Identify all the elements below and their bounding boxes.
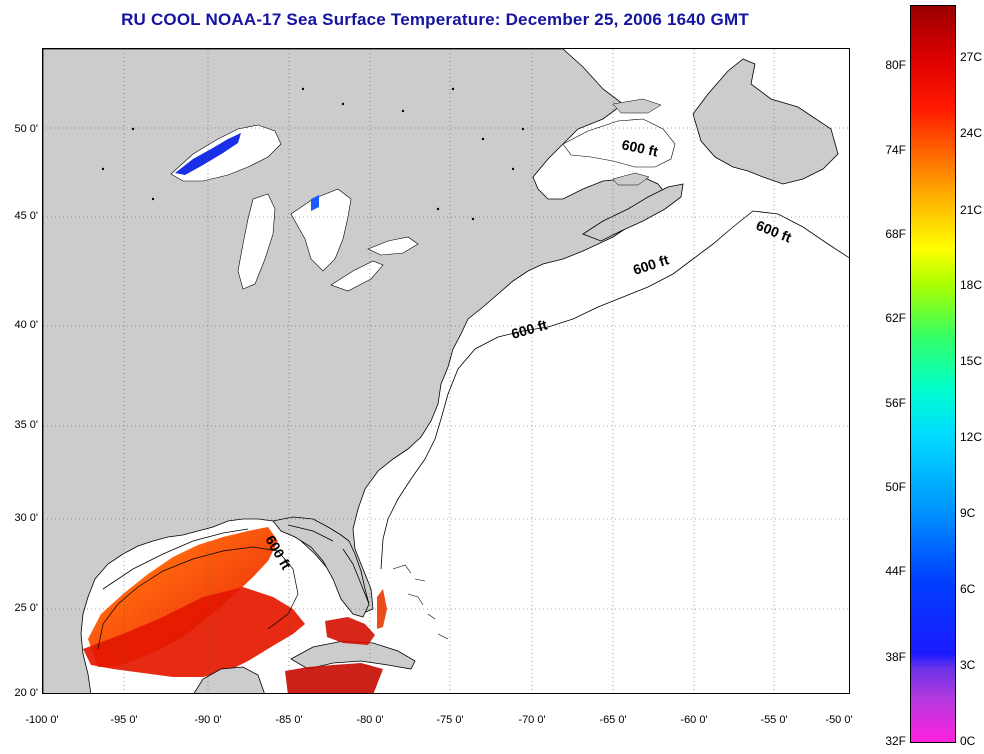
colorbar-c-12: 12C <box>960 430 983 444</box>
land-cuba <box>290 640 416 670</box>
small-lakes <box>101 87 525 221</box>
lon-label-60: -60 0' <box>680 714 708 726</box>
colorbar-f-74: 74F <box>885 143 906 157</box>
lon-label-75: -75 0' <box>436 714 464 726</box>
lat-label-35: 35 0' <box>14 419 38 431</box>
lake-huron <box>290 188 352 272</box>
map-title: RU COOL NOAA-17 Sea Surface Temperature:… <box>121 10 749 29</box>
colorbar-c-15: 15C <box>960 354 983 368</box>
prince-edward-island <box>612 172 650 186</box>
shelf-contour-600ft <box>102 210 849 605</box>
colorbar-c-3: 3C <box>960 658 976 672</box>
graticule <box>43 49 849 693</box>
contour-label-4: 600 ft <box>509 316 549 342</box>
map-canvas: 600 ft 600 ft 600 ft 600 ft 600 ft <box>43 49 849 693</box>
lon-label-95: -95 0' <box>110 714 138 726</box>
colorbar-f-32: 32F <box>885 734 906 748</box>
land-nova-scotia <box>582 183 684 242</box>
colorbar-f-56: 56F <box>885 396 906 410</box>
lat-label-30: 30 0' <box>14 512 38 524</box>
lat-label-25: 25 0' <box>14 602 38 614</box>
lon-label-90: -90 0' <box>194 714 222 726</box>
anticosti-island <box>612 98 662 114</box>
colorbar-c-21: 21C <box>960 203 983 217</box>
colorbar-f-80: 80F <box>885 58 906 72</box>
lon-label-50: -50 0' <box>825 714 853 726</box>
lat-label-45: 45 0' <box>14 210 38 222</box>
contour-label-3: 600 ft <box>631 251 671 278</box>
straits-sst <box>325 617 375 645</box>
colorbar-f-68: 68F <box>885 227 906 241</box>
colorbar-c-6: 6C <box>960 582 976 596</box>
colorbar-f-38: 38F <box>885 650 906 664</box>
contour-label-1: 600 ft <box>620 136 659 159</box>
lat-label-20: 20 0' <box>14 687 38 699</box>
caribbean-sst <box>285 663 383 693</box>
bahamas <box>392 564 449 640</box>
gulf-sst-deep <box>83 587 305 677</box>
lon-label-55: -55 0' <box>760 714 788 726</box>
lon-label-85: -85 0' <box>275 714 303 726</box>
lat-label-40: 40 0' <box>14 319 38 331</box>
lon-label-70: -70 0' <box>518 714 546 726</box>
colorbar-c-18: 18C <box>960 278 983 292</box>
lon-label-100: -100 0' <box>25 714 59 726</box>
lat-label-50: 50 0' <box>14 123 38 135</box>
colorbar-c-27: 27C <box>960 50 983 64</box>
temperature-colorbar <box>910 5 956 743</box>
sst-map: 600 ft 600 ft 600 ft 600 ft 600 ft <box>42 48 850 694</box>
lake-ontario <box>367 236 419 256</box>
land-yucatan <box>193 666 265 693</box>
lake-michigan <box>237 193 276 290</box>
lon-label-80: -80 0' <box>356 714 384 726</box>
lake-michigan-sst <box>311 195 319 211</box>
land-newfoundland <box>692 58 839 185</box>
gulfstream-sst <box>377 589 387 629</box>
lake-erie <box>330 260 384 292</box>
gulf-st-lawrence <box>562 118 676 168</box>
colorbar-f-44: 44F <box>885 564 906 578</box>
lon-label-65: -65 0' <box>599 714 627 726</box>
colorbar-c-9: 9C <box>960 506 976 520</box>
colorbar-c-24: 24C <box>960 126 983 140</box>
colorbar-f-62: 62F <box>885 311 906 325</box>
colorbar-c-0: 0C <box>960 734 976 748</box>
colorbar-f-50: 50F <box>885 480 906 494</box>
land-north-america <box>43 49 669 693</box>
gulf-contour-600ft <box>97 546 299 650</box>
